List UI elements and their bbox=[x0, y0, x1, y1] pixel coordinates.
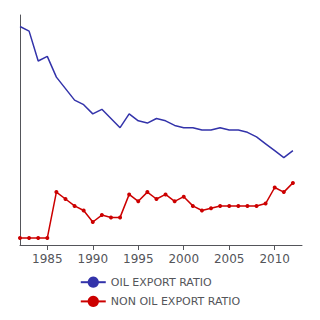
svg-text:2000: 2000 bbox=[168, 252, 199, 266]
svg-text:NON OIL EXPORT RATIO: NON OIL EXPORT RATIO bbox=[111, 295, 241, 308]
svg-text:2005: 2005 bbox=[214, 252, 245, 266]
svg-text:1985: 1985 bbox=[32, 252, 63, 266]
svg-text:1990: 1990 bbox=[78, 252, 109, 266]
svg-text:1995: 1995 bbox=[123, 252, 154, 266]
svg-text:2010: 2010 bbox=[259, 252, 290, 266]
svg-text:OIL EXPORT RATIO: OIL EXPORT RATIO bbox=[111, 276, 212, 289]
